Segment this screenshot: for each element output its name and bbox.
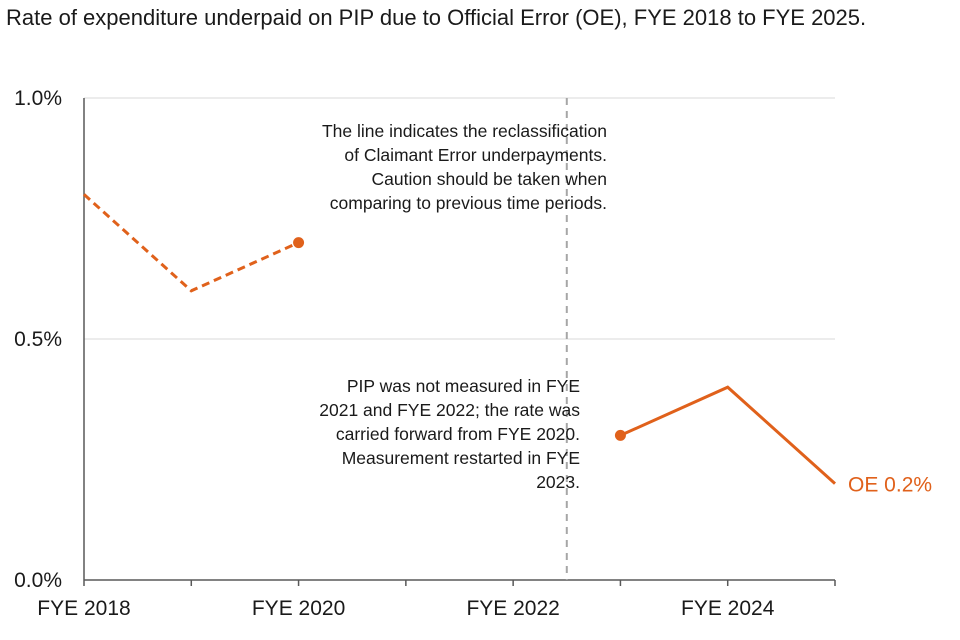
point-marker: [293, 237, 305, 249]
series-line-after-reclassification: [619, 385, 837, 485]
annotation-line: comparing to previous time periods.: [330, 193, 607, 213]
annotation-line: The line indicates the reclassification: [322, 121, 607, 141]
measurement-note: PIP was not measured in FYE 2021 and FYE …: [319, 376, 580, 492]
point-marker: [614, 429, 626, 441]
x-tick-label: FYE 2024: [681, 597, 775, 620]
labels: 0.0% 0.5% 1.0% FYE 2018 FYE 2020 FYE 2022 FYE …: [14, 87, 932, 620]
y-tick-label: 1.0%: [14, 87, 62, 110]
y-tick-label: 0.0%: [14, 569, 62, 592]
annotation-line: Measurement restarted in FYE: [342, 448, 580, 468]
chart-title: Rate of expenditure underpaid on PIP due…: [6, 5, 867, 30]
annotation-line: of Claimant Error underpayments.: [344, 145, 607, 165]
annotation-line: 2021 and FYE 2022; the rate was: [319, 400, 580, 420]
y-tick-label: 0.5%: [14, 328, 62, 351]
x-tick-label: FYE 2018: [37, 597, 130, 620]
reclassification-note: The line indicates the reclassification o…: [322, 121, 607, 213]
annotation-line: PIP was not measured in FYE: [347, 376, 580, 396]
gridlines: [84, 97, 835, 340]
series-line-before-reclassification: [82, 193, 300, 293]
series-end-label: OE 0.2%: [848, 474, 932, 497]
annotation-line: Caution should be taken when: [372, 169, 607, 189]
x-tick-label: FYE 2022: [466, 597, 559, 620]
annotation-line: 2023.: [536, 472, 580, 492]
x-tick-label: FYE 2020: [252, 597, 345, 620]
series-lines: [82, 193, 837, 485]
axes: [83, 98, 836, 586]
annotation-line: carried forward from FYE 2020.: [336, 424, 580, 444]
